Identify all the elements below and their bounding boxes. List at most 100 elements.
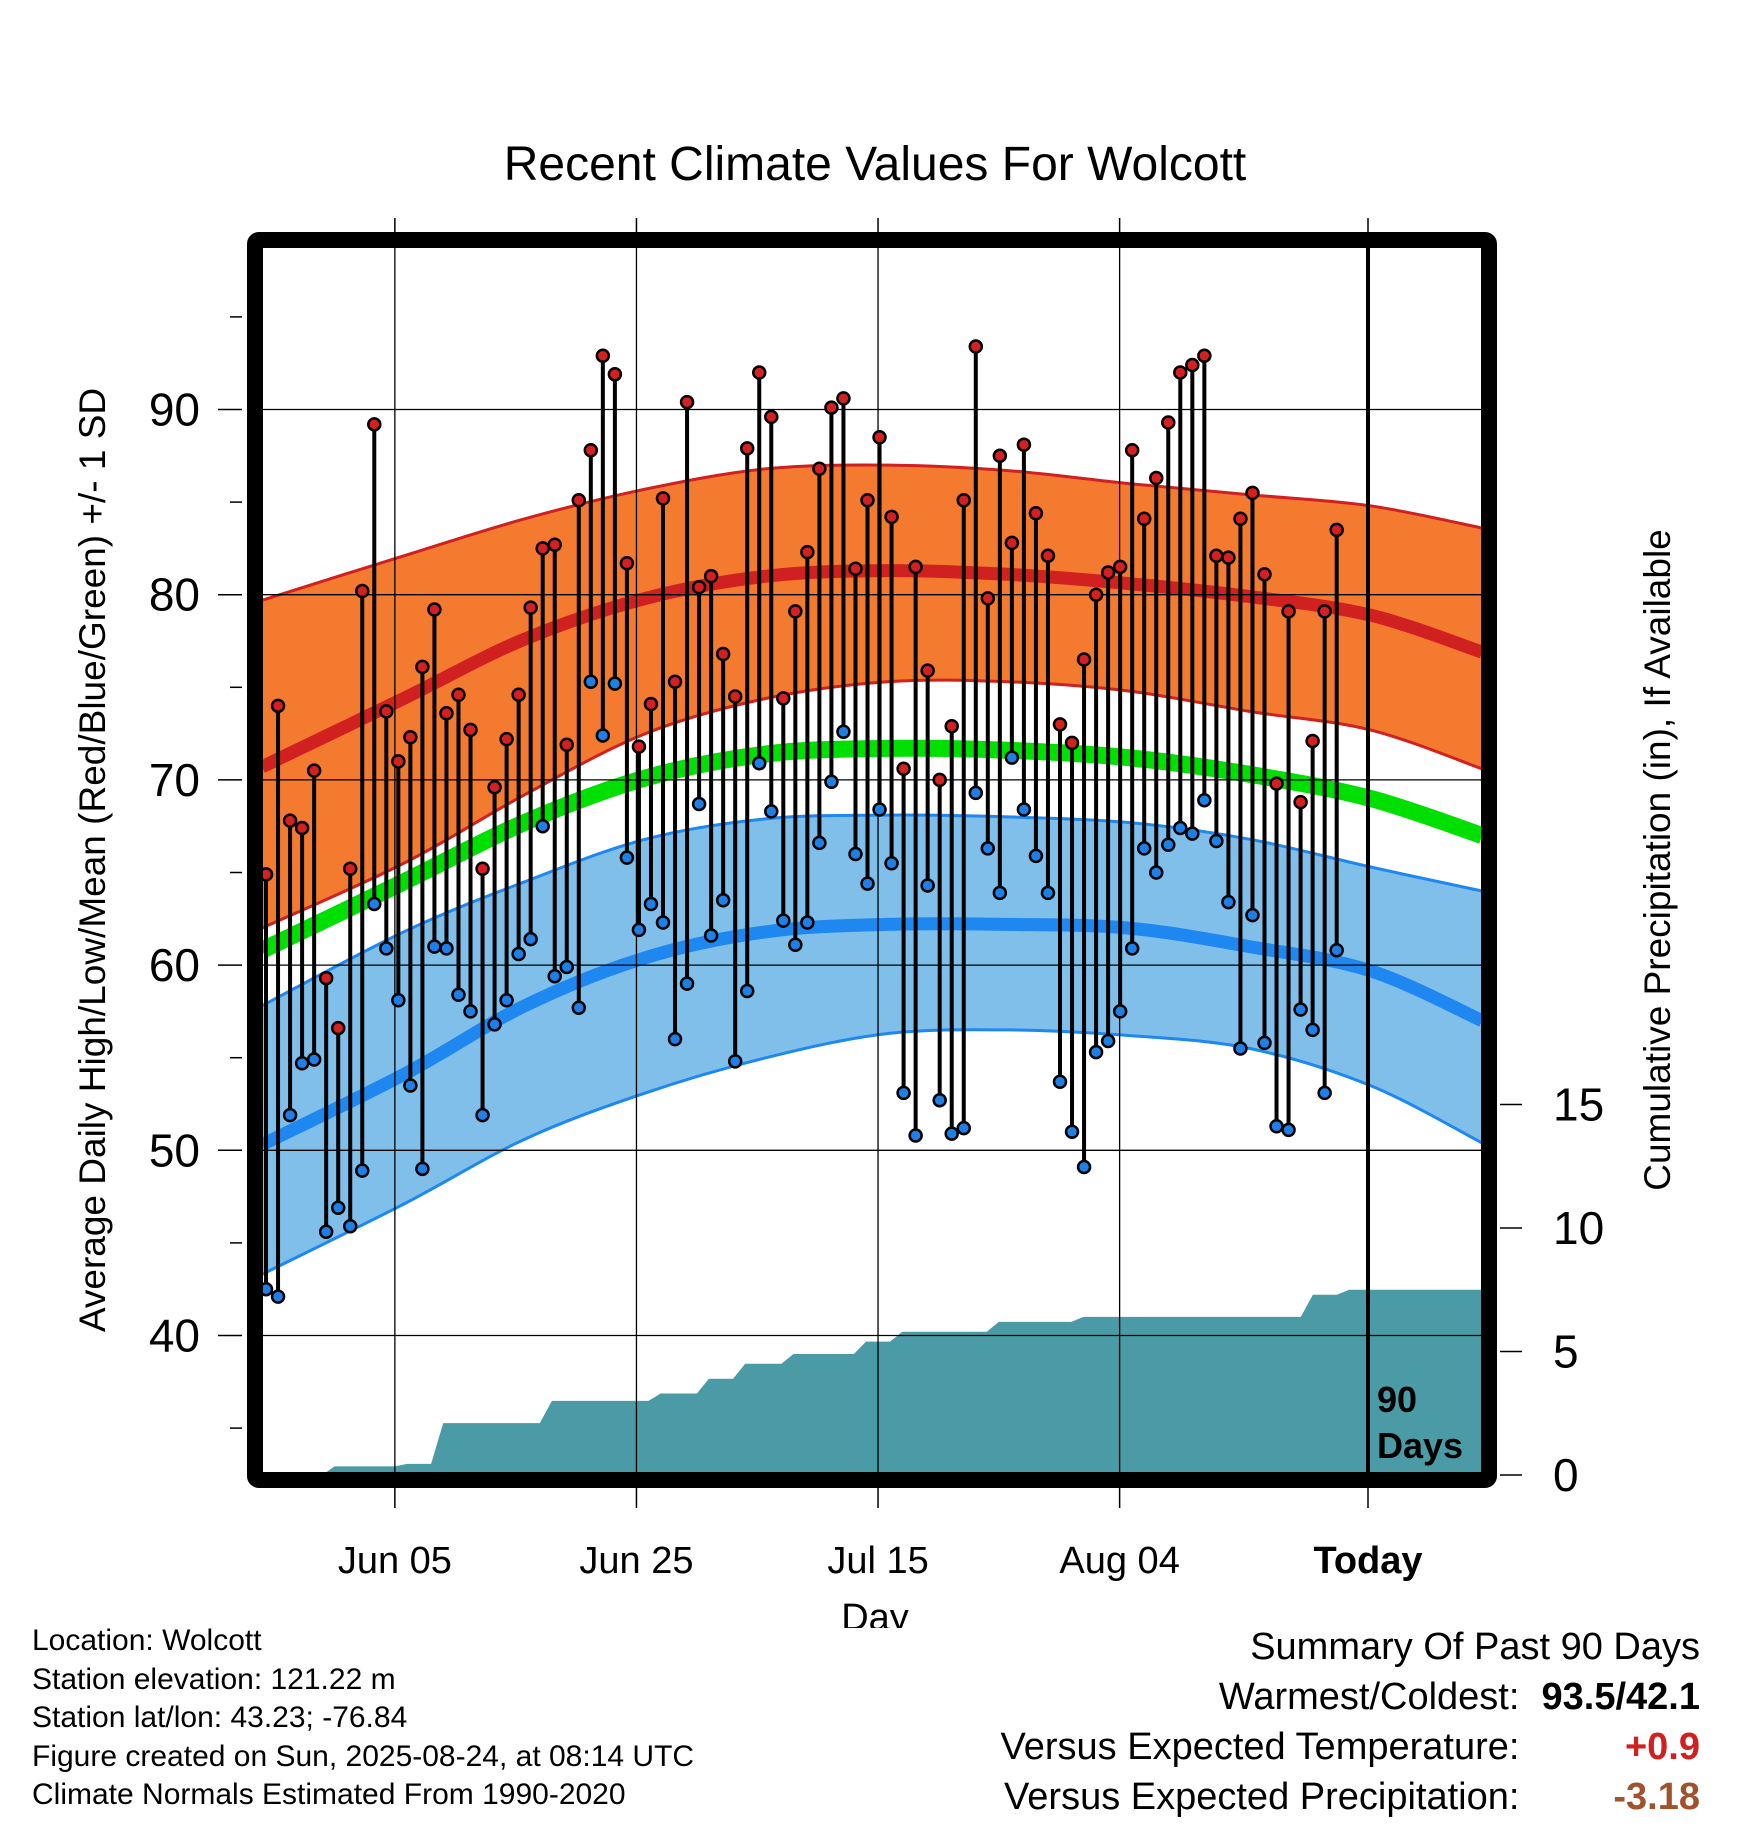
- elevation-text: Station elevation: 121.22 m: [32, 1662, 396, 1696]
- low-point: [427, 939, 442, 954]
- high-point: [944, 718, 959, 734]
- low-point: [595, 728, 611, 743]
- low-point: [1269, 1118, 1284, 1134]
- y2-tick-label: 10: [1553, 1202, 1604, 1254]
- precipitation-fill: [262, 1289, 1482, 1475]
- chart-title: Recent Climate Values For Wolcott: [504, 138, 1247, 191]
- low-point: [535, 818, 550, 834]
- low-point: [415, 1161, 430, 1177]
- daily-points: [258, 339, 1344, 1304]
- low-point: [463, 1004, 478, 1019]
- high-point: [499, 731, 514, 747]
- low-point: [1293, 1002, 1308, 1017]
- high-point: [1305, 733, 1320, 749]
- low-point: [1016, 802, 1032, 817]
- high-point: [956, 492, 972, 508]
- high-point: [932, 772, 947, 788]
- precip-row: Versus Expected Precipitation: -3.18: [1001, 1772, 1700, 1822]
- low-point: [439, 941, 454, 956]
- high-point: [1064, 735, 1080, 751]
- high-point: [1040, 548, 1056, 564]
- low-point: [403, 1078, 418, 1093]
- high-point: [511, 687, 526, 702]
- low-point: [1173, 820, 1188, 836]
- high-point: [583, 442, 599, 458]
- low-point: [1245, 907, 1260, 923]
- high-point: [691, 580, 707, 595]
- low-point: [318, 1224, 334, 1240]
- high-point: [367, 417, 382, 432]
- axes: 40 50 60 70 80 90 0 5 10 15 Jun 05 Jun 25 Jul 15 Aug …: [149, 218, 1604, 1582]
- high-point: [1124, 442, 1140, 458]
- low-point: [956, 1120, 972, 1136]
- low-point: [715, 893, 731, 908]
- y2-tick-label: 0: [1553, 1449, 1579, 1501]
- low-point: [884, 855, 899, 871]
- high-point: [547, 537, 562, 552]
- y2-axis-label: Cumulative Precipitation (in), If Availa…: [1637, 529, 1678, 1191]
- low-point: [968, 785, 984, 801]
- low-point: [1209, 833, 1224, 849]
- high-point: [355, 583, 370, 599]
- low-point: [667, 1031, 683, 1047]
- location-text: Location: Wolcott: [32, 1624, 262, 1657]
- high-point: [715, 646, 731, 662]
- low-point: [764, 804, 779, 819]
- high-point: [872, 430, 887, 445]
- precipitation-area: [262, 1289, 1482, 1475]
- x-tick-label: Aug 04: [1059, 1540, 1179, 1582]
- low-point: [631, 922, 647, 938]
- low-point: [679, 976, 695, 991]
- low-point: [932, 1093, 947, 1108]
- high-point: [896, 761, 911, 777]
- y-tick-label: 90: [149, 384, 200, 436]
- low-point: [1124, 941, 1140, 956]
- high-point: [282, 813, 298, 828]
- high-point: [318, 970, 334, 986]
- high-point: [776, 691, 791, 706]
- low-point: [1040, 885, 1056, 901]
- high-point: [595, 348, 611, 364]
- today-marker-label: 90 Days: [1377, 1379, 1463, 1466]
- high-point: [391, 754, 406, 769]
- y-tick-label: 50: [149, 1124, 200, 1176]
- low-point: [451, 987, 466, 1002]
- high-point: [1161, 415, 1176, 430]
- high-point: [1317, 604, 1332, 619]
- low-point: [1064, 1124, 1080, 1140]
- low-point: [1257, 1035, 1272, 1051]
- high-point: [619, 555, 635, 571]
- high-point: [992, 448, 1008, 464]
- high-point: [703, 568, 719, 584]
- latlon-text: Station lat/lon: 43.23; -76.84: [32, 1701, 408, 1734]
- low-point: [511, 946, 526, 962]
- y2-tick-label: 15: [1553, 1079, 1604, 1131]
- low-point: [788, 937, 803, 952]
- precip-value: -3.18: [1613, 1776, 1700, 1818]
- low-point: [294, 1056, 310, 1071]
- high-point: [920, 663, 935, 678]
- high-point: [1028, 505, 1044, 521]
- low-point: [547, 968, 562, 984]
- low-point: [751, 755, 767, 771]
- temp-value: +0.9: [1624, 1726, 1700, 1768]
- high-point: [764, 409, 779, 425]
- x-tick-label: Jun 05: [338, 1540, 452, 1582]
- high-point: [655, 491, 671, 506]
- high-point: [1329, 522, 1344, 538]
- created-text: Figure created on Sun, 2025-08-24, at 08…: [32, 1739, 695, 1773]
- today-label-line: 90: [1377, 1379, 1417, 1420]
- high-point: [1197, 348, 1212, 364]
- high-point: [1148, 470, 1164, 486]
- low-point: [1161, 837, 1176, 852]
- y-tick-label: 70: [149, 754, 200, 806]
- low-point: [776, 913, 791, 928]
- high-point: [884, 509, 899, 525]
- high-point: [1185, 357, 1200, 373]
- low-point: [367, 896, 382, 912]
- high-point: [487, 780, 502, 795]
- warmest-value: 93.5/42.1: [1541, 1676, 1700, 1718]
- x-tick-label: Jul 15: [827, 1540, 928, 1582]
- high-point: [427, 602, 442, 617]
- high-point: [1112, 559, 1128, 575]
